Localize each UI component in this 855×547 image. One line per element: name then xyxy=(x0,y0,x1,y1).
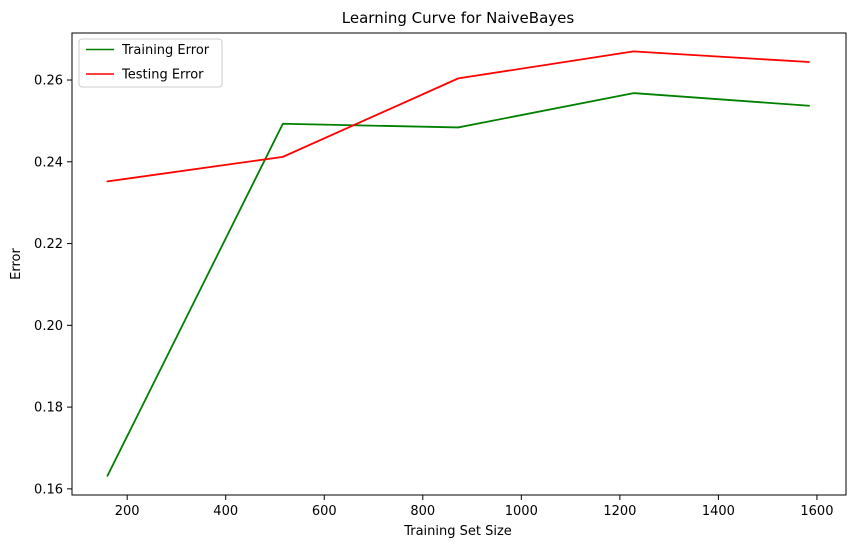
x-tick-label: 200 xyxy=(115,504,140,519)
x-tick-label: 600 xyxy=(312,504,337,519)
chart-title: Learning Curve for NaiveBayes xyxy=(342,9,575,27)
x-axis-label: Training Set Size xyxy=(403,524,512,539)
x-tick-label: 1600 xyxy=(800,504,833,519)
y-tick-label: 0.16 xyxy=(34,482,63,497)
y-tick-label: 0.26 xyxy=(34,74,63,89)
x-tick-label: 800 xyxy=(410,504,435,519)
training-error-line xyxy=(106,92,810,477)
x-tick-label: 400 xyxy=(213,504,238,519)
x-tick-label: 1400 xyxy=(702,504,735,519)
x-tick-label: 1200 xyxy=(603,504,636,519)
legend: Training Error Testing Error xyxy=(78,38,223,88)
legend-box xyxy=(78,38,223,88)
y-axis-label: Error xyxy=(9,248,24,280)
y-tick-label: 0.24 xyxy=(34,155,63,170)
series-lines xyxy=(106,50,810,477)
y-tick-label: 0.20 xyxy=(34,319,63,334)
y-tick-label: 0.18 xyxy=(34,401,63,416)
x-tick-label: 1000 xyxy=(505,504,538,519)
legend-label-testing-error: Testing Error xyxy=(121,68,204,83)
plot-area-frame xyxy=(71,32,847,496)
legend-label-training-error: Training Error xyxy=(121,43,210,58)
x-axis-ticks: 200 400 600 800 1000 1200 1400 1600 xyxy=(115,495,833,519)
testing-error-line xyxy=(106,50,810,183)
y-axis-ticks: 0.16 0.18 0.20 0.22 0.24 0.26 xyxy=(34,74,72,497)
y-tick-label: 0.22 xyxy=(34,237,63,252)
